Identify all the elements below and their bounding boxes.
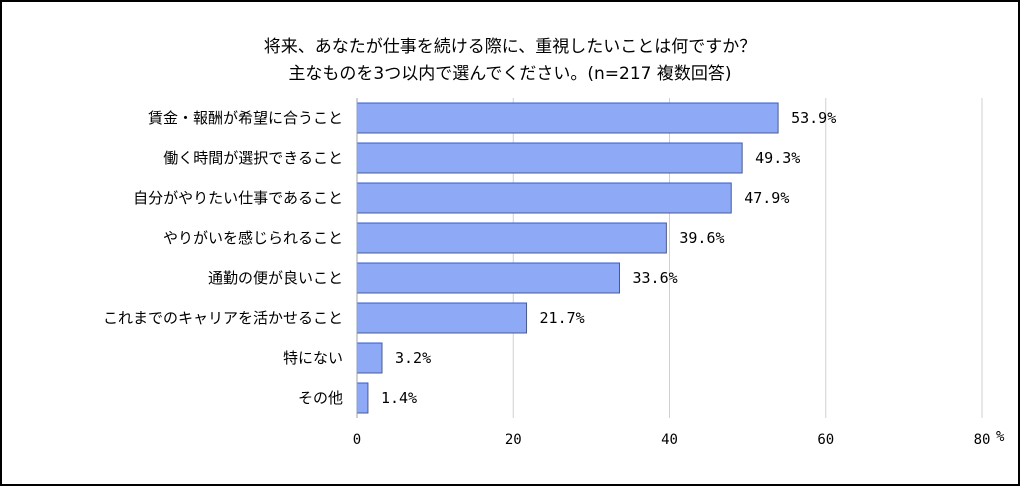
- value-label-3: 39.6%: [679, 229, 724, 247]
- x-tick-label-4: 80: [974, 432, 991, 448]
- chart-title-line2: 主なものを3つ以内で選んでください。(n=217 複数回答): [288, 64, 732, 84]
- bar-0: [356, 102, 779, 134]
- x-tick-label-1: 20: [505, 432, 522, 448]
- category-label-6: 特にない: [283, 349, 343, 367]
- bar-6: [356, 342, 383, 374]
- category-label-4: 通勤の便が良いこと: [208, 269, 343, 287]
- category-label-3: やりがいを感じられること: [163, 229, 343, 247]
- x-tick-label-0: 0: [353, 432, 361, 448]
- chart-title-line1: 将来、あなたが仕事を続ける際に、重視したいことは何ですか？: [263, 37, 757, 57]
- value-label-5: 21.7%: [540, 309, 585, 327]
- category-label-1: 働く時間が選択できること: [163, 149, 343, 167]
- bar-3: [356, 222, 667, 254]
- value-label-0: 53.9%: [791, 109, 836, 127]
- category-label-2: 自分がやりたい仕事であること: [133, 189, 343, 207]
- category-label-7: その他: [298, 389, 343, 407]
- value-label-7: 1.4%: [381, 389, 417, 407]
- x-unit-label: %: [996, 429, 1005, 445]
- value-label-4: 33.6%: [633, 269, 678, 287]
- bar-4: [356, 262, 620, 294]
- bar-1: [356, 142, 743, 174]
- bar-5: [356, 302, 528, 334]
- category-label-0: 賃金・報酬が希望に合うこと: [148, 109, 343, 127]
- category-label-5: これまでのキャリアを活かせること: [103, 309, 343, 327]
- x-tick-label-2: 40: [661, 432, 678, 448]
- value-label-1: 49.3%: [755, 149, 800, 167]
- bar-2: [356, 182, 732, 214]
- bar-7: [356, 382, 369, 414]
- value-label-6: 3.2%: [395, 349, 431, 367]
- x-tick-label-3: 60: [817, 432, 834, 448]
- value-label-2: 47.9%: [744, 189, 789, 207]
